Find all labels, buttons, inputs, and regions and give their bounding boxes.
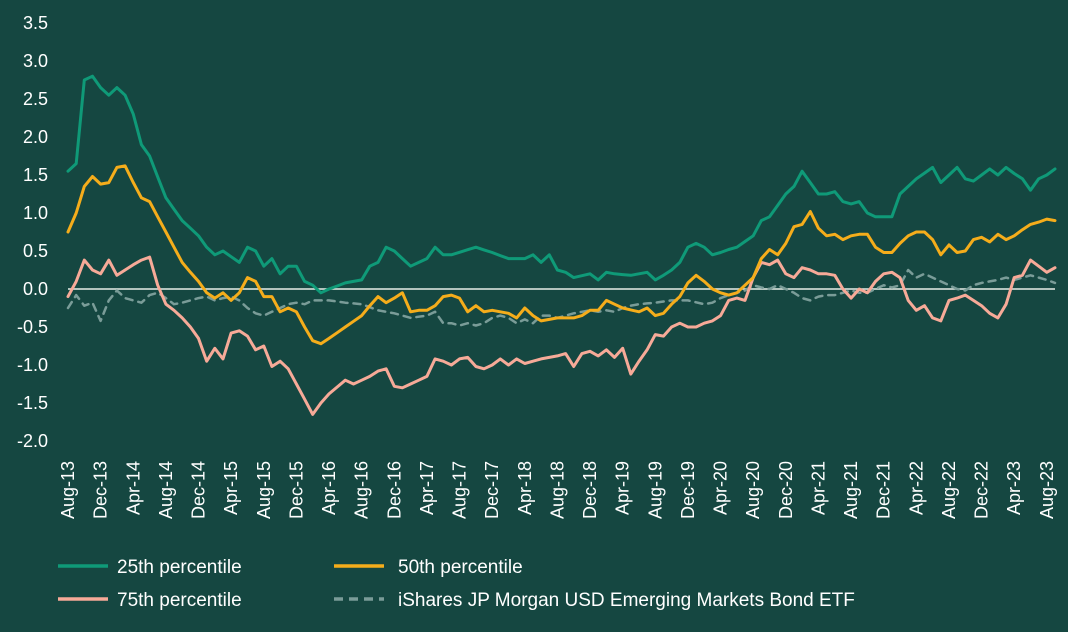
series-line-50th-percentile (66, 164, 1057, 346)
x-tick-label: Dec-17 (482, 461, 502, 519)
x-tick-label: Aug-17 (450, 461, 470, 519)
x-tick-label: Aug-20 (743, 461, 763, 519)
x-tick-label: Apr-22 (906, 461, 926, 515)
x-tick-label: Aug-22 (939, 461, 959, 519)
legend-label-50th-percentile: 50th percentile (398, 557, 523, 578)
legend-label-25th-percentile: 25th percentile (117, 557, 242, 578)
y-tick-label: 3.0 (23, 51, 48, 71)
x-tick-label: Dec-18 (580, 461, 600, 519)
y-tick-label: 0.0 (23, 279, 48, 299)
y-tick-label: -0.5 (17, 317, 48, 337)
x-tick-label: Apr-19 (613, 461, 633, 515)
x-tick-label: Aug-19 (645, 461, 665, 519)
x-tick-label: Apr-23 (1004, 461, 1024, 515)
legend-label-ishares-etf: iShares JP Morgan USD Emerging Markets B… (398, 590, 855, 611)
x-tick-label: Aug-13 (58, 461, 78, 519)
x-tick-label: Dec-20 (776, 461, 796, 519)
y-tick-label: 3.5 (23, 13, 48, 33)
x-tick-label: Apr-14 (123, 461, 143, 515)
x-tick-label: Dec-19 (678, 461, 698, 519)
series-group (66, 74, 1057, 416)
x-tick-label: Aug-18 (547, 461, 567, 519)
y-tick-label: 2.0 (23, 127, 48, 147)
y-axis: 3.5 3.0 2.5 2.0 1.5 1.0 0.5 0.0 -0.5 -1.0 -1.5 -2.0 (17, 13, 48, 451)
x-axis: Aug-13 Dec-13 Apr-14 Aug-14 Dec-14 Apr-15 Aug-… (58, 461, 1057, 519)
x-tick-label: Aug-16 (352, 461, 372, 519)
x-tick-label: Aug-21 (841, 461, 861, 519)
y-tick-label: 0.5 (23, 241, 48, 261)
x-tick-label: Aug-23 (1037, 461, 1057, 519)
x-tick-label: Dec-16 (384, 461, 404, 519)
legend-item-25th-percentile: 25th percentile (58, 557, 242, 578)
x-tick-label: Apr-15 (221, 461, 241, 515)
x-tick-label: Dec-22 (972, 461, 992, 519)
x-tick-label: Aug-14 (156, 461, 176, 519)
y-tick-label: -2.0 (17, 431, 48, 451)
x-tick-label: Aug-15 (254, 461, 274, 519)
x-tick-label: Apr-21 (808, 461, 828, 515)
legend-item-75th-percentile: 75th percentile (58, 590, 242, 611)
y-tick-label: 2.5 (23, 89, 48, 109)
x-tick-label: Apr-16 (319, 461, 339, 515)
y-tick-label: -1.0 (17, 355, 48, 375)
legend-item-ishares-etf: iShares JP Morgan USD Emerging Markets B… (334, 590, 855, 611)
x-tick-label: Dec-14 (189, 461, 209, 519)
x-tick-label: Dec-21 (874, 461, 894, 519)
series-line-75th-percentile (66, 255, 1057, 416)
x-tick-label: Apr-20 (711, 461, 731, 515)
series-line-25th-percentile (66, 74, 1057, 295)
y-tick-label: 1.0 (23, 203, 48, 223)
y-tick-label: -1.5 (17, 393, 48, 413)
x-tick-label: Apr-18 (515, 461, 535, 515)
legend: 25th percentile 50th percentile 75th per… (58, 557, 855, 611)
x-tick-label: Apr-17 (417, 461, 437, 515)
x-tick-label: Dec-13 (91, 461, 111, 519)
legend-item-50th-percentile: 50th percentile (334, 557, 523, 578)
x-tick-label: Dec-15 (286, 461, 306, 519)
legend-label-75th-percentile: 75th percentile (117, 590, 242, 611)
y-tick-label: 1.5 (23, 165, 48, 185)
